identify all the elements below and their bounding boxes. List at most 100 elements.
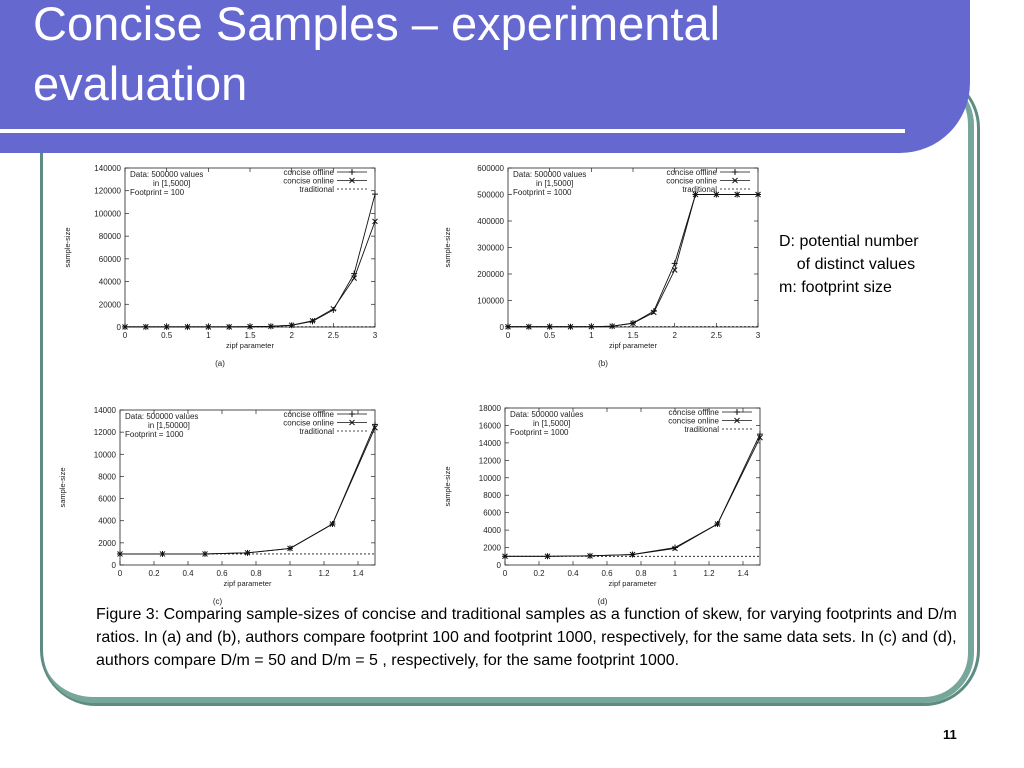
x-marker-b xyxy=(630,320,636,327)
y-axis-label: sample-size xyxy=(63,227,72,267)
data-point xyxy=(244,549,251,556)
x-marker-b xyxy=(309,317,316,324)
data-point xyxy=(588,323,595,330)
x-marker-b xyxy=(267,323,274,330)
x-marker-b xyxy=(755,191,761,198)
y-tick-label: 10000 xyxy=(94,450,117,459)
y-tick-label: 140000 xyxy=(94,164,121,173)
y-tick-label: 60000 xyxy=(99,255,122,264)
data-point xyxy=(372,421,378,428)
y-tick-label: 100000 xyxy=(94,209,121,218)
x-axis-label: zipf parameter xyxy=(609,579,657,588)
x-marker-b xyxy=(714,521,721,527)
legend-label: concise offline xyxy=(283,168,334,177)
x-tick-label: 0.2 xyxy=(148,569,160,578)
x-marker-b xyxy=(734,191,741,198)
x-tick-label: 0.5 xyxy=(544,331,556,340)
data-point xyxy=(205,324,212,330)
legend-label: traditional xyxy=(682,185,717,194)
y-tick-label: 600000 xyxy=(477,164,504,173)
x-marker-b xyxy=(734,417,740,424)
chart-d: 0 2000 4000 6000 8000 10000 12000 14000 16000 180… xyxy=(440,396,775,613)
legend-label: concise online xyxy=(283,177,334,186)
x-tick-label: 0.8 xyxy=(635,569,647,578)
chart-annotation: Footprint = 1000 xyxy=(510,428,569,437)
chart-b: 0 100000 200000 300000 400000 500000 600000 0 0.… xyxy=(440,158,775,375)
y-tick-label: 40000 xyxy=(99,278,122,287)
y-tick-label: 300000 xyxy=(477,244,504,253)
x-tick-label: 0.6 xyxy=(216,569,228,578)
data-point xyxy=(671,267,678,273)
x-axis-label: zipf parameter xyxy=(609,341,657,350)
x-marker-b xyxy=(351,275,358,282)
y-tick-label: 16000 xyxy=(479,421,502,430)
data-point xyxy=(714,521,721,527)
y-tick-label: 6000 xyxy=(98,495,116,504)
data-point xyxy=(757,431,763,438)
data-point xyxy=(757,434,763,441)
x-tick-label: 2 xyxy=(672,331,677,340)
x-marker-b xyxy=(567,323,574,330)
slide-title-line-1: Concise Samples – experimental xyxy=(33,0,721,50)
legend-label: traditional xyxy=(684,425,719,434)
legend-label: concise offline xyxy=(283,410,334,419)
title-banner: Concise Samples – experimental evaluatio… xyxy=(0,0,970,153)
x-tick-label: 0 xyxy=(503,569,508,578)
data-point xyxy=(713,191,720,198)
x-tick-label: 1 xyxy=(673,569,678,578)
x-tick-label: 0.2 xyxy=(533,569,545,578)
data-point xyxy=(267,323,274,330)
x-tick-label: 2.5 xyxy=(711,331,723,340)
x-marker-b xyxy=(329,521,336,527)
panel-label: (c) xyxy=(213,597,223,606)
y-tick-label: 0 xyxy=(112,561,117,570)
y-axis-label: sample-size xyxy=(443,466,452,506)
x-axis-label: zipf parameter xyxy=(224,579,272,588)
y-tick-label: 14000 xyxy=(479,439,502,448)
x-tick-label: 0 xyxy=(123,331,128,340)
panel-label: (d) xyxy=(598,597,608,606)
chart-annotation: Footprint = 1000 xyxy=(125,430,184,439)
x-tick-label: 2 xyxy=(289,331,294,340)
y-tick-label: 4000 xyxy=(98,517,116,526)
chart-annotation: Footprint = 100 xyxy=(130,188,185,197)
x-marker-b xyxy=(757,434,763,441)
y-tick-label: 500000 xyxy=(477,191,504,200)
chart-annotation: Data: 500000 values xyxy=(130,170,203,179)
data-point xyxy=(650,309,657,316)
x-tick-label: 0.5 xyxy=(161,331,173,340)
data-point xyxy=(184,324,191,330)
series-line-concise-offline xyxy=(125,194,376,328)
data-point xyxy=(734,191,741,198)
y-tick-label: 120000 xyxy=(94,187,121,196)
y-tick-label: 200000 xyxy=(477,270,504,279)
x-tick-label: 1.2 xyxy=(318,569,330,578)
plot-frame xyxy=(504,407,761,566)
data-point xyxy=(159,551,166,557)
panel-label: (a) xyxy=(215,359,225,368)
x-tick-label: 0.8 xyxy=(250,569,262,578)
x-tick-label: 2.5 xyxy=(328,331,340,340)
x-tick-label: 0.4 xyxy=(182,569,194,578)
x-marker-b xyxy=(544,553,551,560)
y-tick-label: 0 xyxy=(497,561,502,570)
legend-label: concise online xyxy=(283,419,334,428)
x-marker-b xyxy=(184,324,191,330)
x-tick-label: 0.6 xyxy=(601,569,613,578)
title-underline xyxy=(0,129,905,133)
legend-label: concise offline xyxy=(666,168,717,177)
y-tick-label: 0 xyxy=(117,323,122,332)
note-d: D: potential number xyxy=(779,233,919,250)
x-marker-b xyxy=(349,177,355,184)
x-marker-b xyxy=(244,549,251,556)
data-point xyxy=(329,521,336,527)
series-line-concise-online xyxy=(125,221,376,328)
x-marker-b xyxy=(732,177,738,184)
x-marker-b xyxy=(672,545,678,552)
chart-annotation: in [1,5000] xyxy=(533,419,570,428)
legend-label: concise online xyxy=(666,177,717,186)
chart-annotation: Data: 500000 values xyxy=(510,410,583,419)
x-tick-label: 1.2 xyxy=(703,569,715,578)
y-tick-label: 14000 xyxy=(94,406,117,415)
x-marker-b xyxy=(650,309,657,316)
